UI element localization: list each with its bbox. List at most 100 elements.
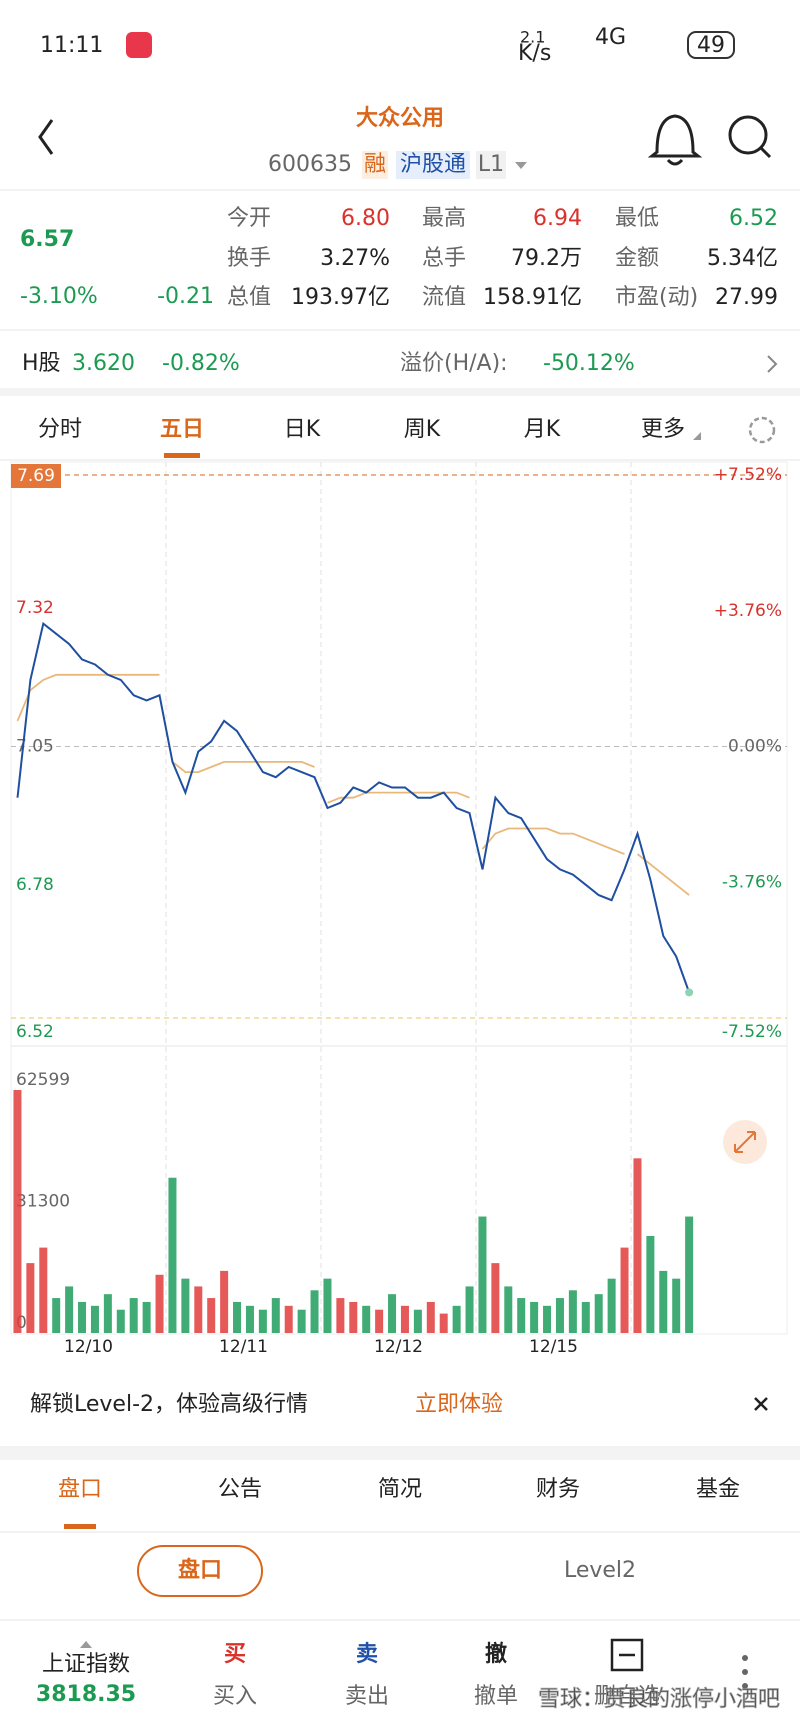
stat-label: 金额 — [615, 246, 659, 271]
volume-bar — [478, 1216, 487, 1333]
volume-bar — [685, 1216, 694, 1333]
volume-bar — [633, 1158, 642, 1333]
battery — [687, 31, 735, 59]
high-tag: 7.69 — [17, 466, 55, 486]
volume-bar — [568, 1290, 577, 1333]
tab[interactable]: 更多 — [641, 417, 685, 442]
volume-bar — [594, 1294, 603, 1333]
detail-tab[interactable]: 基金 — [696, 1477, 740, 1502]
volume-bar — [181, 1278, 190, 1333]
last-point — [685, 988, 694, 997]
y2-tick-label: -3.76% — [722, 872, 782, 892]
period-tabs: 分时 五日 日K 周K 月K 更多 — [38, 417, 701, 458]
tag-bg — [362, 151, 388, 179]
back-button[interactable] — [38, 119, 54, 155]
volume-bar — [168, 1177, 177, 1333]
dropdown-arrow[interactable] — [515, 162, 527, 169]
volume-bar — [271, 1298, 280, 1333]
detail-tab[interactable]: 简况 — [378, 1477, 422, 1502]
more-dot — [742, 1669, 748, 1675]
volume-bar — [362, 1305, 371, 1333]
volume-bar — [194, 1286, 203, 1333]
gap — [0, 388, 800, 396]
x-tick-label: 12/15 — [529, 1337, 578, 1357]
y2-tick-label: 0.00% — [728, 737, 782, 757]
app-icon — [126, 32, 152, 58]
detail-tab[interactable]: 财务 — [536, 1477, 580, 1502]
tag[interactable]: L1 — [478, 152, 504, 177]
volume-bar — [297, 1309, 306, 1333]
remove-icon[interactable] — [610, 1638, 644, 1672]
y-tick-label: 6.52 — [16, 1022, 54, 1042]
cancel-label[interactable]: 撤单 — [474, 1684, 518, 1709]
remove-label[interactable]: 删自选 — [594, 1684, 660, 1709]
search-icon[interactable] — [728, 115, 768, 155]
more-dot[interactable] — [742, 1655, 748, 1661]
x-tick-label: 12/10 — [64, 1337, 113, 1357]
search-icon-handle — [759, 146, 772, 159]
volume-bar — [220, 1270, 229, 1333]
stat-value: 3.27% — [320, 246, 390, 271]
sub-tab[interactable]: Level2 — [564, 1558, 636, 1583]
banner-text: 解锁Level-2，体验高级行情 — [30, 1392, 308, 1417]
volume-bar — [620, 1247, 629, 1333]
y-tick-label: 7.32 — [16, 598, 54, 618]
tab[interactable]: 月K — [524, 417, 561, 442]
volume-bar — [607, 1278, 616, 1333]
tab[interactable]: 日K — [284, 417, 321, 442]
sub-tab[interactable]: 盘口 — [178, 1557, 222, 1583]
x-tick-label: 12/12 — [374, 1337, 423, 1357]
close-button[interactable] — [754, 1397, 768, 1411]
volume-bar — [142, 1301, 151, 1333]
volume-bar — [349, 1301, 358, 1333]
tag: 沪股通 — [400, 152, 466, 177]
y-tick-label: 7.05 — [16, 737, 54, 757]
stat-label: 最高 — [422, 206, 466, 231]
price-line — [16, 621, 691, 993]
detail-tab[interactable]: 盘口 — [58, 1477, 102, 1502]
stat-value: 193.97亿 — [291, 285, 390, 310]
tab[interactable]: 分时 — [38, 417, 82, 442]
stat-label: 今开 — [227, 206, 271, 231]
volume-bar — [323, 1278, 332, 1333]
stat-label: 流值 — [422, 285, 466, 310]
volume-bar — [413, 1309, 422, 1333]
premium-label: 溢价(H/A): — [400, 351, 508, 376]
volume-bar — [452, 1305, 461, 1333]
clock: 11:11 — [40, 33, 103, 58]
sub-tab-pill[interactable] — [137, 1545, 263, 1597]
volume-bar — [543, 1305, 552, 1333]
settings-icon[interactable] — [748, 416, 776, 444]
volume-bar — [465, 1286, 474, 1333]
index-value[interactable]: 3818.35 — [36, 1682, 136, 1707]
volume-bar — [26, 1263, 35, 1333]
y-tick-label: 6.78 — [16, 875, 54, 895]
buy-label[interactable]: 买入 — [213, 1684, 257, 1709]
x-tick-label: 12/11 — [219, 1337, 268, 1357]
stat-value: 27.99 — [715, 285, 778, 310]
y2-tick-label: +7.52% — [714, 465, 782, 485]
stat-label: 总手 — [422, 246, 466, 271]
index-name[interactable]: 上证指数 — [42, 1652, 130, 1677]
net-speed: 2.1 — [520, 28, 545, 47]
banner-action[interactable]: 立即体验 — [415, 1392, 503, 1417]
stat-label: 总值 — [227, 285, 271, 310]
tag-bg — [476, 151, 506, 179]
sell-icon[interactable]: 卖 — [356, 1641, 378, 1667]
volume-bar — [65, 1286, 74, 1333]
volume-tick-label: 62599 — [16, 1070, 70, 1090]
buy-icon[interactable]: 买 — [224, 1642, 246, 1667]
tab[interactable]: 周K — [404, 417, 441, 442]
volume-bar — [491, 1263, 500, 1333]
cancel-icon[interactable]: 撤 — [485, 1641, 507, 1667]
volume-bar — [517, 1298, 526, 1333]
bell-icon[interactable] — [647, 114, 703, 166]
tab[interactable]: 五日 — [160, 417, 204, 442]
sell-label[interactable]: 卖出 — [345, 1684, 389, 1709]
volume-bar — [284, 1305, 293, 1333]
net-speed-unit: K/s — [518, 41, 551, 66]
stat-label: 市盈(动) — [615, 285, 698, 310]
volume-bar — [103, 1294, 112, 1333]
chevron[interactable] — [767, 355, 778, 373]
detail-tab[interactable]: 公告 — [218, 1477, 262, 1502]
